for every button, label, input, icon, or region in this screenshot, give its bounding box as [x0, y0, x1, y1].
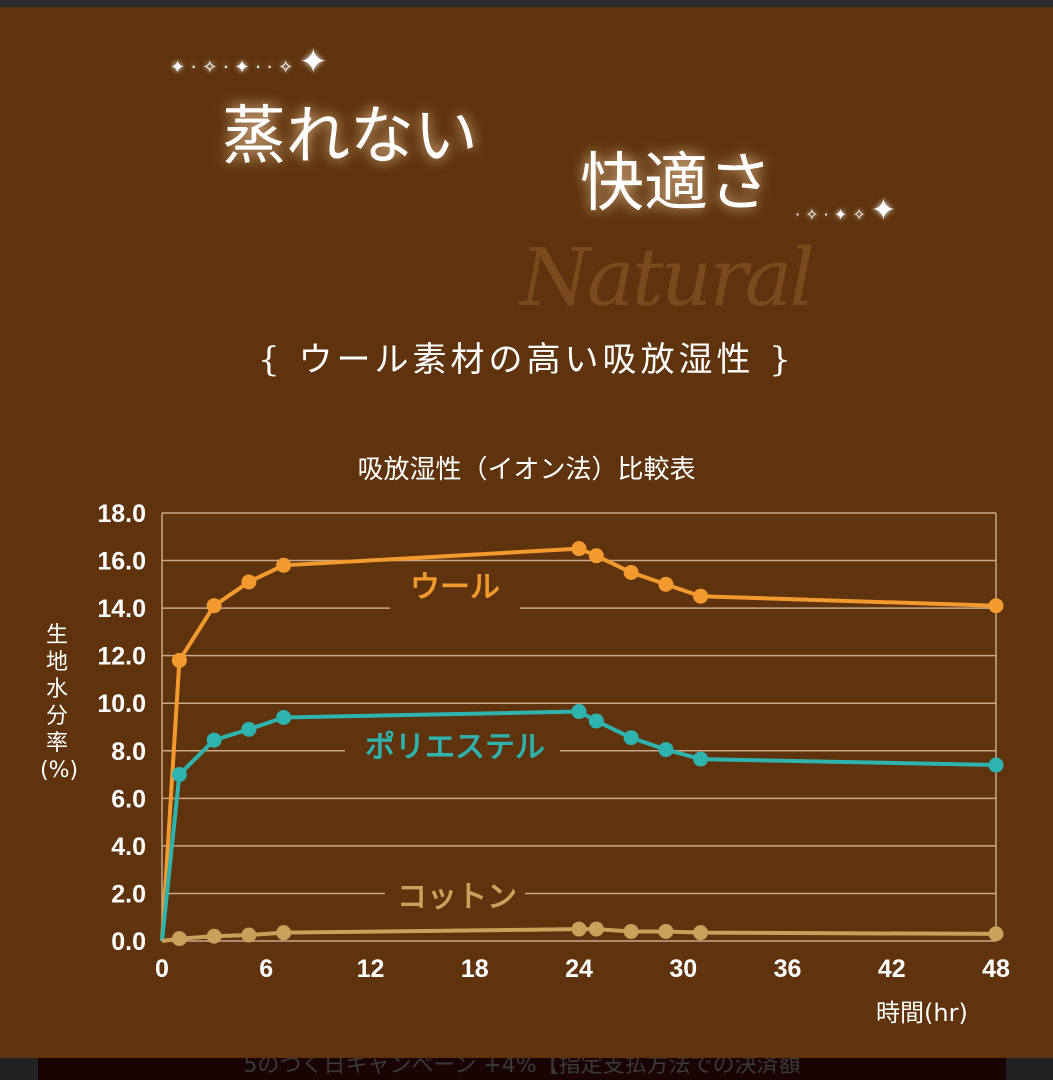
y-tick-label: 16.0	[97, 548, 146, 576]
series-0: ウール	[160, 541, 1004, 942]
bottom-bar: 5のつく日キャンペーン +4%【指定支払方法での決済額	[0, 1058, 1053, 1080]
data-point	[988, 598, 1004, 614]
data-point	[988, 926, 1004, 942]
headline-part2: 快適さ	[580, 147, 772, 221]
data-point	[241, 721, 257, 737]
data-point	[693, 751, 709, 767]
y-tick-label: 12.0	[97, 643, 146, 671]
y-tick-label: 8.0	[111, 738, 146, 766]
y-tick-label: 18.0	[97, 500, 146, 528]
data-point	[206, 598, 222, 614]
data-point	[571, 541, 587, 557]
data-point	[658, 576, 674, 592]
sparkles-icon: ✦ · ✧ · ✦ · · ✧ ✦	[170, 42, 328, 82]
x-tick-label: 12	[357, 955, 385, 983]
x-axis-label: 時間(hr)	[876, 999, 968, 1027]
data-point	[623, 564, 639, 580]
x-tick-label: 0	[155, 955, 169, 983]
y-tick-label: 6.0	[111, 785, 146, 813]
x-tick-label: 42	[878, 955, 906, 983]
data-point	[693, 925, 709, 941]
y-tick-label: 14.0	[97, 595, 146, 623]
data-point	[571, 921, 587, 937]
data-point	[206, 732, 222, 748]
data-point	[171, 931, 187, 947]
series-label: ポリエステル	[365, 730, 545, 765]
x-tick-label: 30	[669, 955, 697, 983]
data-point	[241, 927, 257, 943]
x-tick-label: 18	[461, 955, 489, 983]
data-point	[171, 767, 187, 783]
campaign-banner[interactable]: 5のつく日キャンペーン +4%【指定支払方法での決済額	[38, 1058, 1006, 1080]
series-label: コットン	[397, 880, 517, 915]
subtitle: { ウール素材の高い吸放湿性 }	[258, 340, 795, 380]
data-point	[658, 923, 674, 939]
series-line	[160, 709, 997, 942]
series-1: ポリエステル	[160, 704, 1004, 942]
headline-part1: 蒸れない	[222, 100, 478, 174]
y-axis-label: 生地水分率(%)	[40, 623, 79, 783]
data-point	[276, 925, 292, 941]
top-bar	[0, 0, 1053, 7]
data-point	[988, 757, 1004, 773]
series-2: コットン	[161, 880, 1004, 947]
watermark: Natural	[520, 231, 815, 324]
y-tick-label: 0.0	[111, 928, 146, 956]
series-label: ウール	[410, 570, 500, 605]
data-point	[571, 704, 587, 720]
x-tick-label: 6	[259, 955, 273, 983]
data-point	[623, 730, 639, 746]
data-point	[693, 588, 709, 604]
x-tick-label: 24	[565, 955, 593, 983]
x-tick-label: 36	[774, 955, 802, 983]
y-tick-label: 10.0	[97, 690, 146, 718]
data-point	[171, 652, 187, 668]
data-point	[206, 928, 222, 944]
x-tick-label: 48	[982, 955, 1010, 983]
data-point	[588, 921, 604, 937]
chart-title: 吸放湿性（イオン法）比較表	[357, 455, 696, 485]
data-point	[658, 742, 674, 758]
data-point	[623, 923, 639, 939]
data-point	[276, 557, 292, 573]
data-point	[588, 548, 604, 564]
y-tick-label: 4.0	[111, 833, 146, 861]
sparkles-icon: · ✧ · ✦ ✧ ✦	[795, 193, 896, 228]
y-tick-label: 2.0	[111, 880, 146, 908]
data-point	[588, 713, 604, 729]
data-point	[241, 574, 257, 590]
data-point	[276, 709, 292, 725]
